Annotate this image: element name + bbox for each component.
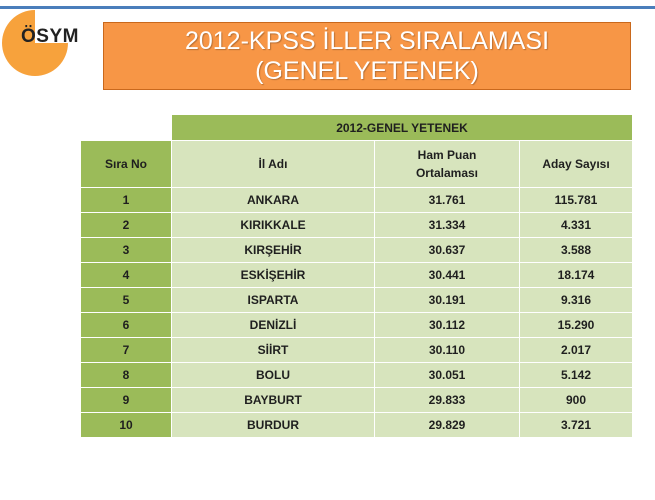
candidates-cell: 115.781	[519, 187, 633, 213]
candidates-cell: 900	[519, 387, 633, 413]
candidates-cell: 15.290	[519, 312, 633, 338]
table-super-header: 2012-GENEL YETENEK	[171, 114, 633, 141]
header-rank: Sıra No	[80, 140, 172, 188]
rank-cell: 9	[80, 387, 172, 413]
rank-cell: 6	[80, 312, 172, 338]
candidates-cell: 4.331	[519, 212, 633, 238]
province-cell: ISPARTA	[171, 287, 375, 313]
table-super-header-row: 2012-GENEL YETENEK	[80, 114, 633, 141]
score-cell: 30.051	[374, 362, 520, 388]
score-cell: 30.110	[374, 337, 520, 363]
score-cell: 31.761	[374, 187, 520, 213]
province-cell: BURDUR	[171, 412, 375, 438]
table-row: 8 BOLU 30.051 5.142	[80, 362, 633, 388]
table-header-row: Sıra No İl Adı Ham Puan Ortalaması Aday …	[80, 140, 633, 188]
rank-cell: 8	[80, 362, 172, 388]
candidates-cell: 9.316	[519, 287, 633, 313]
page-title: 2012-KPSS İLLER SIRALAMASI (GENEL YETENE…	[103, 22, 631, 90]
candidates-cell: 5.142	[519, 362, 633, 388]
title-line-1: 2012-KPSS İLLER SIRALAMASI	[184, 27, 550, 55]
province-cell: BOLU	[171, 362, 375, 388]
ranking-table: 2012-GENEL YETENEK Sıra No İl Adı Ham Pu…	[80, 114, 633, 438]
rank-cell: 2	[80, 212, 172, 238]
table-row: 3 KIRŞEHİR 30.637 3.588	[80, 237, 633, 263]
header-candidates: Aday Sayısı	[519, 140, 633, 188]
rank-cell: 10	[80, 412, 172, 438]
score-cell: 30.637	[374, 237, 520, 263]
table-row: 1 ANKARA 31.761 115.781	[80, 187, 633, 213]
candidates-cell: 3.721	[519, 412, 633, 438]
table-row: 4 ESKİŞEHİR 30.441 18.174	[80, 262, 633, 288]
header-score: Ham Puan Ortalaması	[415, 148, 479, 180]
candidates-cell: 2.017	[519, 337, 633, 363]
table-row: 9 BAYBURT 29.833 900	[80, 387, 633, 413]
score-cell: 30.441	[374, 262, 520, 288]
candidates-cell: 18.174	[519, 262, 633, 288]
rank-cell: 4	[80, 262, 172, 288]
header-province: İl Adı	[171, 140, 375, 188]
table-row: 7 SİİRT 30.110 2.017	[80, 337, 633, 363]
header-score-cell: Ham Puan Ortalaması	[374, 140, 520, 188]
province-cell: ESKİŞEHİR	[171, 262, 375, 288]
rank-cell: 1	[80, 187, 172, 213]
province-cell: KIRIKKALE	[171, 212, 375, 238]
table-row: 5 ISPARTA 30.191 9.316	[80, 287, 633, 313]
province-cell: ANKARA	[171, 187, 375, 213]
score-cell: 29.833	[374, 387, 520, 413]
title-line-2: (GENEL YETENEK)	[255, 57, 479, 85]
table-row: 10 BURDUR 29.829 3.721	[80, 412, 633, 438]
rank-cell: 3	[80, 237, 172, 263]
rank-cell: 5	[80, 287, 172, 313]
province-cell: DENİZLİ	[171, 312, 375, 338]
score-cell: 30.112	[374, 312, 520, 338]
table-row: 6 DENİZLİ 30.112 15.290	[80, 312, 633, 338]
logo-circle-icon	[2, 10, 68, 76]
candidates-cell: 3.588	[519, 237, 633, 263]
province-cell: SİİRT	[171, 337, 375, 363]
score-cell: 31.334	[374, 212, 520, 238]
rank-cell: 7	[80, 337, 172, 363]
score-cell: 30.191	[374, 287, 520, 313]
table-row: 2 KIRIKKALE 31.334 4.331	[80, 212, 633, 238]
blank-cell	[80, 114, 172, 141]
score-cell: 29.829	[374, 412, 520, 438]
osym-logo: ÖSYM	[0, 8, 110, 78]
province-cell: KIRŞEHİR	[171, 237, 375, 263]
top-accent-line	[0, 6, 655, 9]
province-cell: BAYBURT	[171, 387, 375, 413]
logo-text: ÖSYM	[21, 26, 79, 47]
